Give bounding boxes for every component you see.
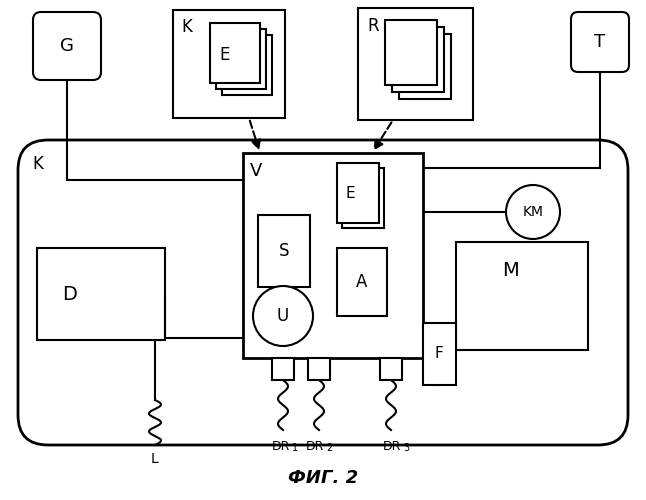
Text: DR: DR	[383, 440, 401, 453]
Text: S: S	[279, 242, 289, 260]
Bar	[272, 358, 294, 380]
Text: M: M	[502, 260, 518, 280]
Bar	[342, 168, 384, 228]
Text: DR: DR	[306, 440, 324, 453]
Bar	[337, 163, 379, 223]
Bar	[173, 10, 285, 118]
Bar	[308, 358, 330, 380]
Text: E: E	[345, 186, 355, 200]
Text: ФИГ. 2: ФИГ. 2	[288, 469, 358, 487]
Text: K: K	[32, 155, 43, 173]
Bar	[392, 27, 444, 92]
Bar	[210, 23, 260, 83]
Text: V: V	[250, 162, 262, 180]
Text: 1: 1	[292, 443, 298, 453]
FancyBboxPatch shape	[33, 12, 101, 80]
Bar	[37, 248, 165, 340]
Text: T: T	[594, 33, 605, 51]
FancyBboxPatch shape	[18, 140, 628, 445]
Text: K: K	[181, 18, 192, 36]
Text: F: F	[435, 346, 443, 362]
Text: DR: DR	[272, 440, 290, 453]
Text: 2: 2	[326, 443, 332, 453]
Bar	[222, 35, 272, 95]
Text: 3: 3	[403, 443, 409, 453]
Text: U: U	[277, 307, 289, 325]
Bar	[358, 8, 473, 120]
Text: KM: KM	[523, 205, 543, 219]
FancyBboxPatch shape	[571, 12, 629, 72]
Circle shape	[506, 185, 560, 239]
Text: R: R	[367, 17, 379, 35]
Bar	[380, 358, 402, 380]
Bar	[243, 153, 423, 358]
Bar	[216, 29, 266, 89]
Bar	[385, 20, 437, 85]
Bar	[258, 215, 310, 287]
Text: A: A	[357, 273, 368, 291]
Text: D: D	[63, 284, 78, 304]
Text: G: G	[60, 37, 74, 55]
Circle shape	[253, 286, 313, 346]
Text: E: E	[220, 46, 230, 64]
Bar	[347, 173, 389, 233]
Bar	[423, 323, 456, 385]
Text: L: L	[151, 452, 159, 466]
Bar	[456, 242, 588, 350]
Bar	[399, 34, 451, 99]
Bar	[337, 248, 387, 316]
